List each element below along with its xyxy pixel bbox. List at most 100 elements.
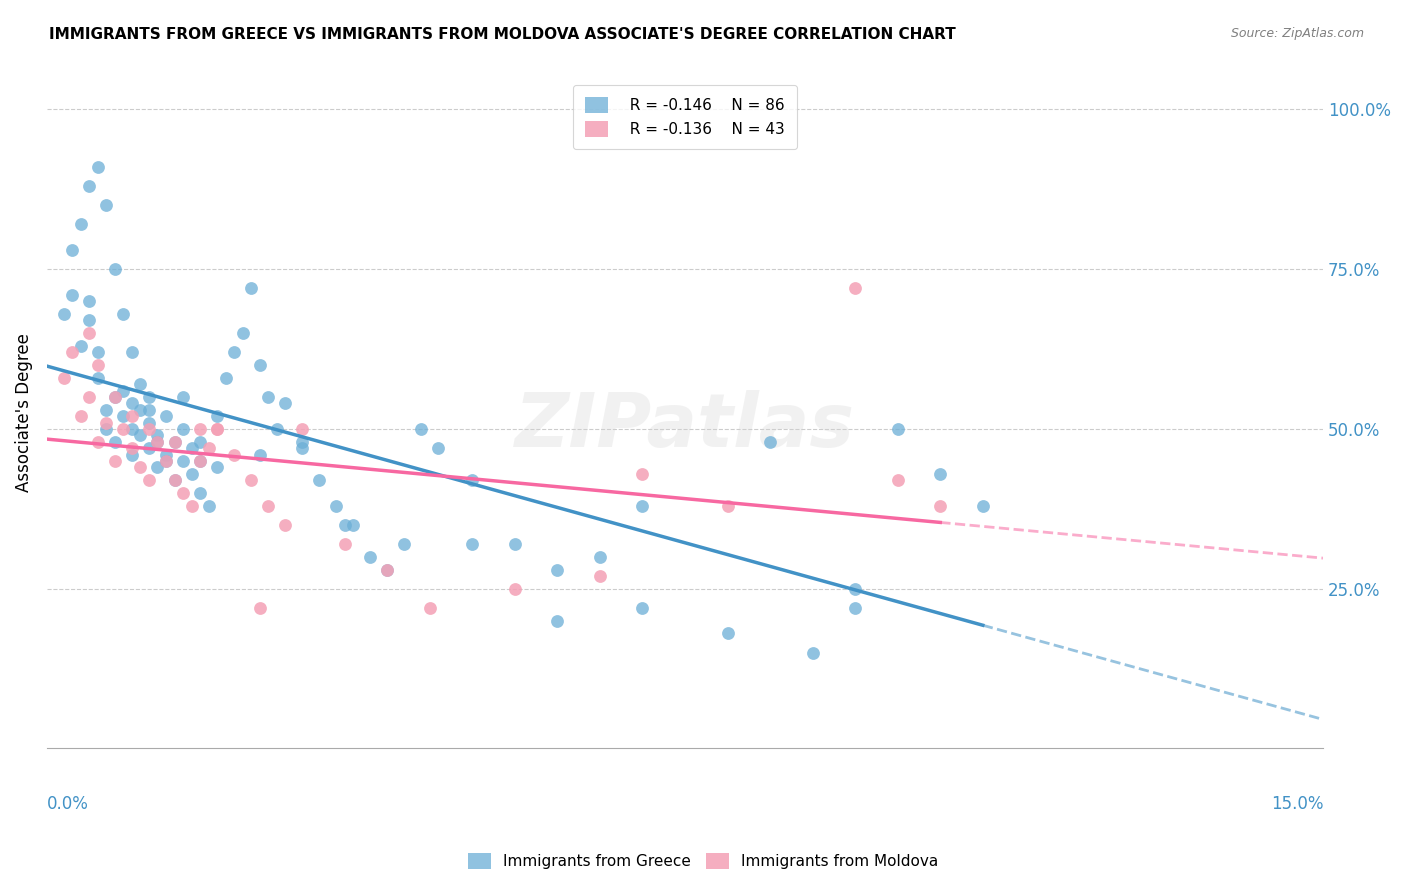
Point xyxy=(631,600,654,615)
Point xyxy=(104,262,127,277)
Point xyxy=(112,384,135,398)
Point xyxy=(197,441,219,455)
Point xyxy=(163,473,186,487)
Point xyxy=(146,434,169,449)
Point xyxy=(146,428,169,442)
Point xyxy=(163,434,186,449)
Point xyxy=(121,409,143,424)
Point xyxy=(52,307,75,321)
Point xyxy=(129,402,152,417)
Point xyxy=(546,614,568,628)
Point xyxy=(163,434,186,449)
Point xyxy=(138,473,160,487)
Point xyxy=(112,422,135,436)
Point xyxy=(155,454,177,468)
Point xyxy=(180,467,202,481)
Point xyxy=(427,441,450,455)
Point xyxy=(188,454,211,468)
Point xyxy=(759,434,782,449)
Point xyxy=(222,448,245,462)
Point xyxy=(70,339,93,353)
Point xyxy=(503,582,526,596)
Point xyxy=(79,390,101,404)
Point xyxy=(716,499,738,513)
Point xyxy=(188,486,211,500)
Point xyxy=(257,390,280,404)
Point xyxy=(138,422,160,436)
Point xyxy=(274,517,297,532)
Point xyxy=(96,422,118,436)
Point xyxy=(716,626,738,640)
Point xyxy=(546,562,568,576)
Point xyxy=(121,448,143,462)
Point xyxy=(342,517,364,532)
Point xyxy=(249,358,271,372)
Point xyxy=(844,582,866,596)
Point xyxy=(146,434,169,449)
Point xyxy=(180,441,202,455)
Point xyxy=(419,600,441,615)
Point xyxy=(138,402,160,417)
Text: 15.0%: 15.0% xyxy=(1271,796,1323,814)
Point xyxy=(172,454,194,468)
Point xyxy=(188,434,211,449)
Point xyxy=(121,441,143,455)
Point xyxy=(138,416,160,430)
Point xyxy=(172,486,194,500)
Point xyxy=(333,517,356,532)
Point xyxy=(929,499,952,513)
Point xyxy=(205,409,228,424)
Point xyxy=(62,345,84,359)
Point xyxy=(188,454,211,468)
Point xyxy=(375,562,398,576)
Point xyxy=(844,600,866,615)
Text: ZIPatlas: ZIPatlas xyxy=(515,390,855,463)
Point xyxy=(104,434,127,449)
Text: IMMIGRANTS FROM GREECE VS IMMIGRANTS FROM MOLDOVA ASSOCIATE'S DEGREE CORRELATION: IMMIGRANTS FROM GREECE VS IMMIGRANTS FRO… xyxy=(49,27,956,42)
Point xyxy=(461,537,484,551)
Point xyxy=(274,396,297,410)
Point xyxy=(801,646,824,660)
Point xyxy=(359,549,381,564)
Point xyxy=(87,434,110,449)
Point xyxy=(214,371,236,385)
Point xyxy=(129,428,152,442)
Point xyxy=(249,448,271,462)
Point xyxy=(291,441,314,455)
Point xyxy=(138,390,160,404)
Point xyxy=(146,460,169,475)
Point xyxy=(96,198,118,212)
Point xyxy=(62,287,84,301)
Point xyxy=(79,313,101,327)
Point xyxy=(266,422,288,436)
Point xyxy=(222,345,245,359)
Point xyxy=(70,409,93,424)
Point xyxy=(972,499,994,513)
Point xyxy=(129,460,152,475)
Point xyxy=(240,281,263,295)
Point xyxy=(138,441,160,455)
Point xyxy=(375,562,398,576)
Point xyxy=(205,422,228,436)
Point xyxy=(394,537,416,551)
Point xyxy=(929,467,952,481)
Point xyxy=(257,499,280,513)
Point xyxy=(240,473,263,487)
Point xyxy=(325,499,347,513)
Point xyxy=(205,460,228,475)
Point xyxy=(79,326,101,340)
Point xyxy=(155,409,177,424)
Point xyxy=(155,448,177,462)
Point xyxy=(163,473,186,487)
Point xyxy=(197,499,219,513)
Point xyxy=(886,473,908,487)
Point xyxy=(291,434,314,449)
Point xyxy=(79,179,101,194)
Point xyxy=(112,307,135,321)
Point xyxy=(180,499,202,513)
Point xyxy=(886,422,908,436)
Point xyxy=(308,473,330,487)
Legend:   R = -0.146    N = 86,   R = -0.136    N = 43: R = -0.146 N = 86, R = -0.136 N = 43 xyxy=(572,85,797,149)
Point xyxy=(503,537,526,551)
Y-axis label: Associate's Degree: Associate's Degree xyxy=(15,334,32,492)
